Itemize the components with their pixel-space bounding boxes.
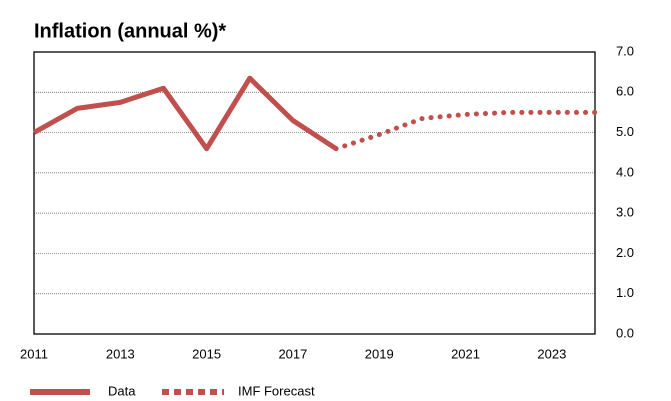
x-tick-label: 2013 — [106, 346, 135, 361]
x-tick-label: 2023 — [537, 346, 566, 361]
x-tick-label: 2017 — [278, 346, 307, 361]
legend-label: IMF Forecast — [238, 383, 315, 398]
x-tick-label: 2021 — [451, 346, 480, 361]
chart-title: Inflation (annual %)* — [34, 20, 226, 42]
x-tick-label: 2011 — [20, 346, 48, 361]
x-tick-label: 2019 — [365, 346, 394, 361]
line-series — [32, 75, 338, 152]
y-tick-label: 0.0 — [616, 325, 634, 340]
y-tick-label: 3.0 — [616, 205, 634, 220]
y-tick-label: 1.0 — [616, 285, 634, 300]
y-tick-label: 5.0 — [616, 124, 634, 139]
line-series — [333, 109, 598, 152]
y-tick-label: 4.0 — [616, 164, 634, 179]
x-tick-label: 2015 — [192, 346, 221, 361]
y-tick-label: 6.0 — [616, 84, 634, 99]
y-tick-label: 7.0 — [616, 43, 634, 58]
legend-label: Data — [108, 383, 136, 398]
y-tick-label: 2.0 — [616, 245, 634, 260]
plot-frame — [33, 51, 596, 335]
